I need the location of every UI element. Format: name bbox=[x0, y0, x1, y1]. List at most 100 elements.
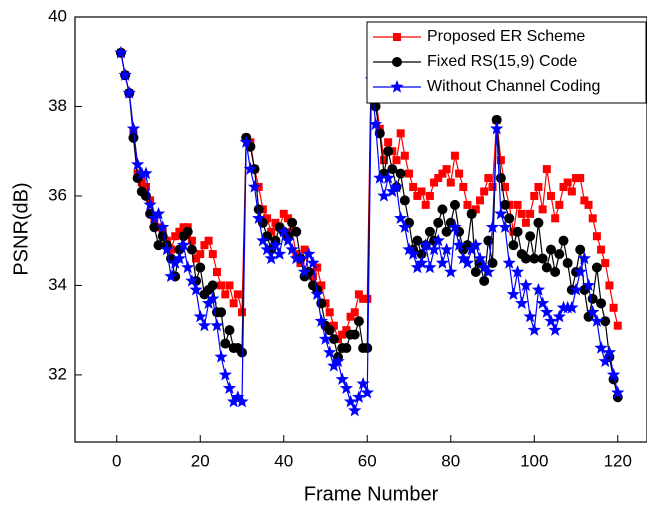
marker bbox=[381, 171, 395, 184]
legend: Proposed ER Scheme Fixed RS(15,9) Code Wit… bbox=[366, 21, 647, 104]
marker bbox=[212, 268, 221, 276]
x-tick-label: 60 bbox=[358, 451, 377, 470]
marker bbox=[208, 250, 217, 259]
marker bbox=[263, 214, 272, 223]
marker bbox=[308, 272, 317, 281]
marker bbox=[181, 260, 195, 274]
marker bbox=[359, 294, 368, 303]
x-axis-title: Frame Number bbox=[304, 483, 439, 505]
marker bbox=[558, 235, 569, 246]
marker bbox=[327, 358, 341, 372]
marker bbox=[271, 218, 280, 227]
marker bbox=[508, 240, 519, 251]
marker bbox=[302, 247, 316, 260]
marker bbox=[552, 309, 566, 323]
marker bbox=[137, 178, 146, 187]
marker bbox=[495, 173, 506, 184]
marker bbox=[600, 316, 611, 327]
marker bbox=[433, 217, 444, 228]
marker bbox=[390, 80, 404, 93]
marker bbox=[350, 308, 359, 317]
marker bbox=[172, 251, 187, 265]
x-tick-label: 40 bbox=[274, 451, 293, 470]
marker bbox=[395, 168, 406, 179]
marker bbox=[611, 385, 625, 399]
x-tick-label: 20 bbox=[191, 451, 210, 470]
marker bbox=[562, 258, 573, 269]
marker bbox=[464, 242, 479, 256]
marker bbox=[430, 178, 439, 187]
marker bbox=[480, 187, 489, 196]
marker bbox=[264, 251, 278, 265]
marker bbox=[389, 180, 404, 193]
marker bbox=[300, 245, 309, 254]
marker bbox=[521, 218, 530, 227]
marker bbox=[419, 238, 433, 251]
marker bbox=[431, 233, 445, 247]
marker bbox=[224, 325, 235, 336]
marker bbox=[488, 183, 497, 191]
marker bbox=[225, 281, 234, 290]
marker bbox=[502, 256, 516, 269]
marker bbox=[383, 146, 394, 157]
marker bbox=[573, 265, 587, 278]
marker bbox=[201, 296, 216, 309]
marker bbox=[548, 323, 562, 336]
marker bbox=[377, 188, 391, 202]
marker bbox=[550, 267, 561, 277]
marker bbox=[572, 174, 581, 183]
marker bbox=[256, 233, 270, 247]
marker bbox=[517, 209, 526, 218]
marker bbox=[352, 390, 366, 403]
marker bbox=[343, 394, 358, 408]
marker bbox=[237, 347, 248, 358]
marker bbox=[471, 205, 480, 214]
marker bbox=[167, 245, 176, 254]
y-tick-label: 36 bbox=[48, 185, 67, 204]
marker bbox=[591, 262, 602, 273]
marker bbox=[425, 191, 434, 200]
plot-frame bbox=[74, 16, 647, 443]
marker bbox=[446, 178, 455, 187]
marker bbox=[519, 278, 533, 292]
marker bbox=[498, 220, 512, 233]
marker bbox=[314, 314, 328, 327]
marker bbox=[204, 236, 213, 245]
marker bbox=[538, 205, 547, 214]
marker bbox=[279, 209, 288, 218]
marker bbox=[207, 280, 218, 291]
marker bbox=[197, 318, 212, 332]
marker bbox=[546, 191, 555, 200]
marker bbox=[606, 367, 621, 381]
marker bbox=[594, 341, 608, 354]
marker bbox=[569, 282, 583, 296]
marker bbox=[515, 296, 529, 309]
marker bbox=[475, 196, 484, 205]
marker bbox=[354, 290, 363, 299]
marker bbox=[157, 231, 168, 242]
marker bbox=[346, 312, 355, 321]
marker bbox=[535, 296, 550, 309]
marker bbox=[435, 256, 450, 269]
marker bbox=[222, 381, 237, 394]
marker bbox=[437, 204, 448, 215]
marker bbox=[384, 138, 393, 147]
marker bbox=[417, 187, 426, 196]
marker bbox=[559, 183, 568, 191]
marker bbox=[541, 262, 552, 273]
marker bbox=[529, 253, 540, 264]
marker bbox=[479, 275, 490, 286]
marker bbox=[584, 200, 593, 209]
marker bbox=[338, 330, 347, 339]
marker bbox=[253, 204, 264, 215]
y-tick-label: 38 bbox=[48, 96, 67, 115]
marker bbox=[128, 132, 139, 143]
marker bbox=[597, 245, 606, 254]
marker bbox=[500, 199, 511, 210]
marker bbox=[555, 200, 564, 209]
x-tick-label: 100 bbox=[520, 451, 548, 470]
marker bbox=[463, 200, 472, 209]
marker bbox=[590, 314, 604, 327]
marker bbox=[342, 326, 351, 335]
marker bbox=[414, 256, 429, 269]
